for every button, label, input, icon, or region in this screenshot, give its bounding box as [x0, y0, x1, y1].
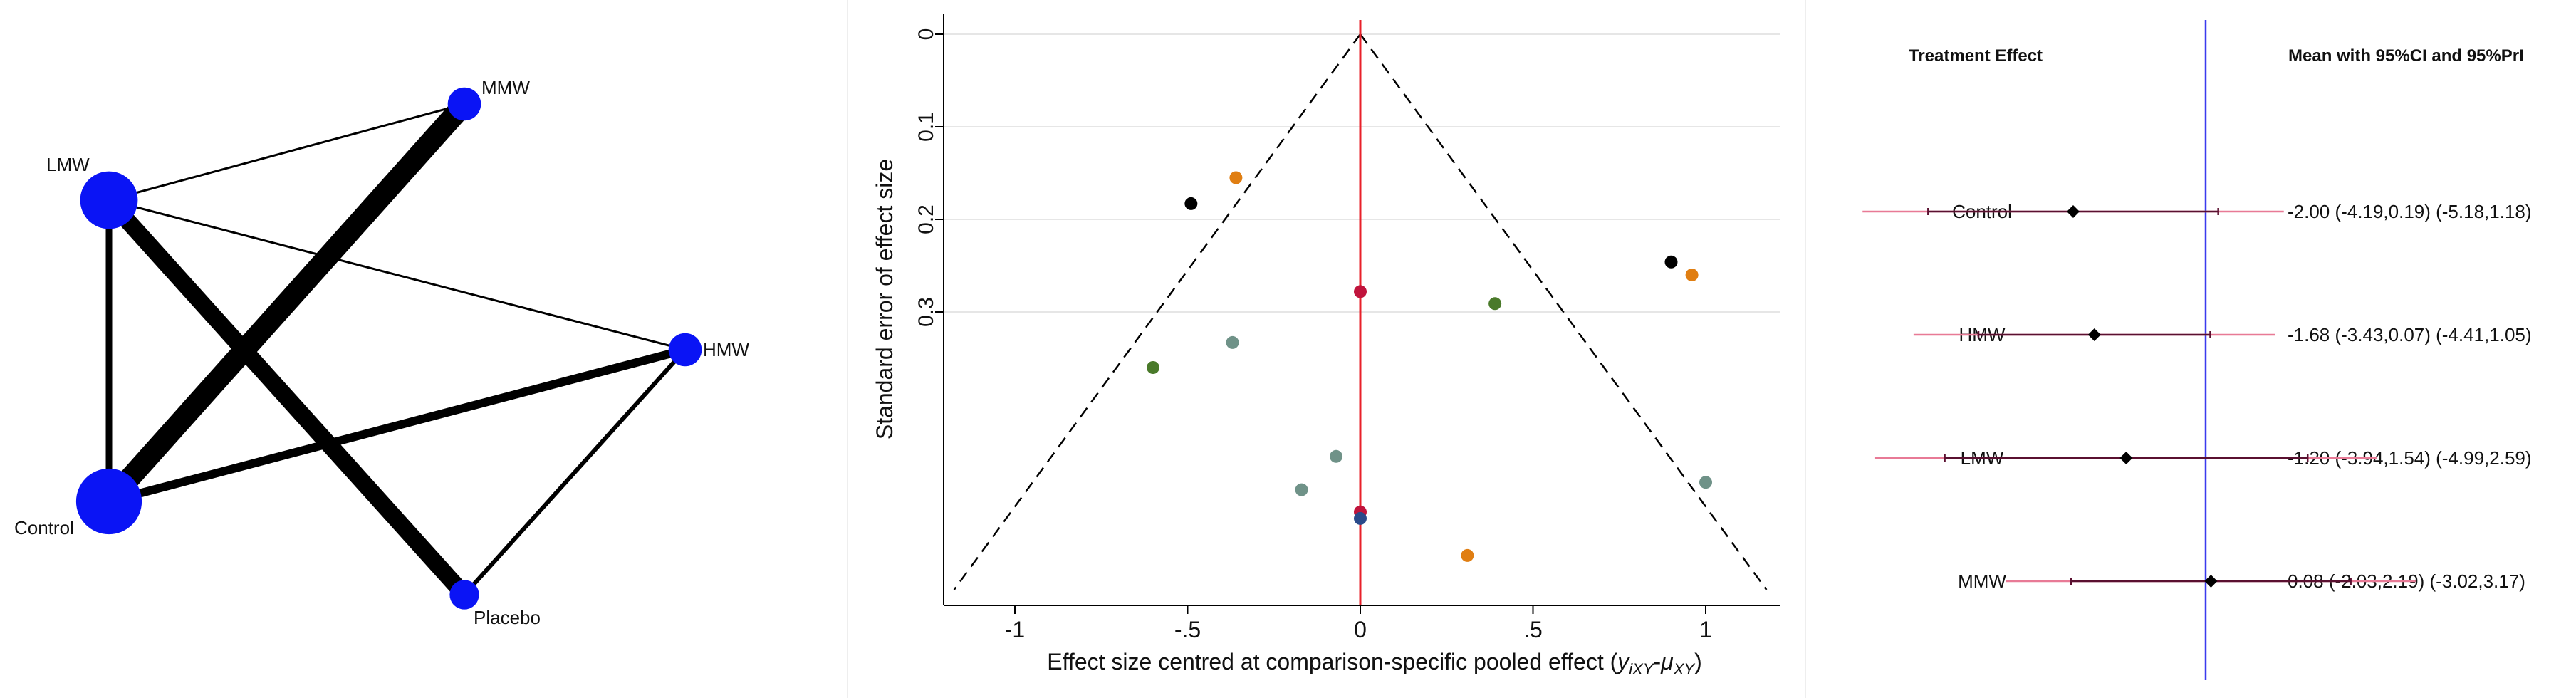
x-tick-label: -.5 — [1174, 617, 1201, 642]
funnel-points — [1147, 171, 1712, 562]
forest-marks — [1862, 205, 2416, 588]
mean-diamond — [2087, 328, 2101, 341]
x-axis-title-y: y — [1616, 649, 1630, 674]
node-mmw — [447, 87, 481, 121]
study-point — [1685, 269, 1699, 281]
network-plot: MMW LMW HMW Control Placebo — [14, 77, 749, 628]
study-point — [1229, 171, 1243, 184]
funnel-axes — [935, 14, 1780, 614]
x-axis-title-mu-sub: XY — [1673, 660, 1696, 678]
x-axis-title-close: ) — [1694, 649, 1702, 674]
study-point — [1699, 476, 1712, 489]
forest-row: HMW -1.68 (-3.43,0.07) (-4.41,1.05) — [1959, 324, 2532, 345]
x-tick-label: 0 — [1354, 617, 1367, 642]
node-label-placebo: Placebo — [474, 607, 541, 628]
study-point — [1354, 511, 1367, 525]
node-label-lmw: LMW — [46, 154, 90, 175]
forest-row-values: -1.68 (-3.43,0.07) (-4.41,1.05) — [2288, 324, 2532, 345]
x-tick-label: .5 — [1523, 617, 1543, 642]
study-point — [1461, 548, 1474, 562]
forest-row-label: MMW — [1958, 571, 2006, 592]
node-control — [75, 468, 142, 535]
study-point — [1664, 255, 1678, 269]
funnel-x-ticks: -1 -.5 0 .5 1 — [1005, 617, 1712, 642]
forest-header-right: Mean with 95%CI and 95%PrI — [2288, 46, 2524, 66]
node-label-hmw: HMW — [703, 339, 749, 360]
x-tick-label: -1 — [1005, 617, 1025, 642]
funnel-y-ticks: 0 0.1 0.2 0.3 — [914, 28, 938, 327]
funnel-gridlines — [944, 33, 1780, 313]
edge-lmw-hmw — [108, 199, 686, 351]
x-axis-title: Effect size centred at comparison-specif… — [1047, 649, 1701, 678]
x-axis-title-dash: - — [1654, 649, 1662, 674]
x-tick-label: 1 — [1699, 617, 1712, 642]
study-point — [1330, 449, 1343, 463]
edge-control-mmw — [100, 97, 473, 509]
x-axis-title-main: Effect size centred at comparison-specif… — [1047, 649, 1617, 674]
node-hmw — [668, 333, 702, 367]
y-tick-label: 0 — [914, 28, 938, 41]
y-axis-title: Standard error of effect size — [872, 159, 897, 439]
study-point — [1184, 197, 1198, 210]
y-tick-label: 0.3 — [914, 297, 938, 327]
node-placebo — [449, 580, 479, 610]
mean-diamond — [2067, 205, 2080, 218]
mean-diamond — [2204, 575, 2218, 588]
edge-lmw-placebo — [103, 194, 471, 601]
node-label-control: Control — [14, 517, 74, 538]
funnel-right-boundary — [1359, 33, 1768, 590]
network-nodes — [75, 87, 702, 610]
funnel-plot: -1 -.5 0 .5 1 0 0.1 0.2 0.3 Standard err… — [872, 14, 1780, 678]
study-point — [1295, 483, 1308, 496]
study-point — [1147, 361, 1159, 374]
network-edges — [100, 97, 687, 601]
x-axis-title-y-sub: iXY — [1629, 660, 1654, 678]
forest-row-values: -2.00 (-4.19,0.19) (-5.18,1.18) — [2288, 201, 2532, 222]
study-point — [1226, 335, 1239, 349]
edge-control-hmw — [108, 345, 687, 506]
study-point — [1488, 297, 1502, 311]
mean-diamond — [2119, 452, 2133, 464]
y-tick-label: 0.2 — [914, 204, 938, 234]
study-point — [1354, 285, 1367, 298]
forest-plot: Treatment Effect Mean with 95%CI and 95%… — [1862, 20, 2532, 680]
edge-hmw-placebo — [462, 348, 687, 597]
y-tick-label: 0.1 — [914, 112, 938, 142]
network-labels: MMW LMW HMW Control Placebo — [14, 77, 749, 628]
node-label-mmw: MMW — [481, 77, 530, 98]
node-lmw — [80, 171, 138, 229]
funnel-left-boundary — [953, 33, 1362, 590]
x-axis-title-mu: μ — [1660, 649, 1674, 674]
edge-lmw-mmw — [108, 103, 465, 202]
forest-header-left: Treatment Effect — [1909, 46, 2043, 66]
